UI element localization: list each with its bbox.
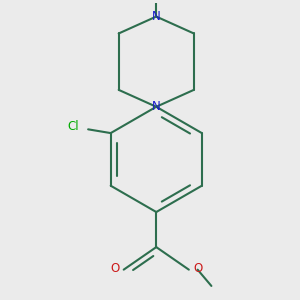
- Text: O: O: [110, 262, 119, 275]
- Text: N: N: [152, 100, 161, 113]
- Text: Cl: Cl: [67, 120, 79, 133]
- Text: N: N: [152, 10, 161, 23]
- Text: O: O: [193, 262, 202, 275]
